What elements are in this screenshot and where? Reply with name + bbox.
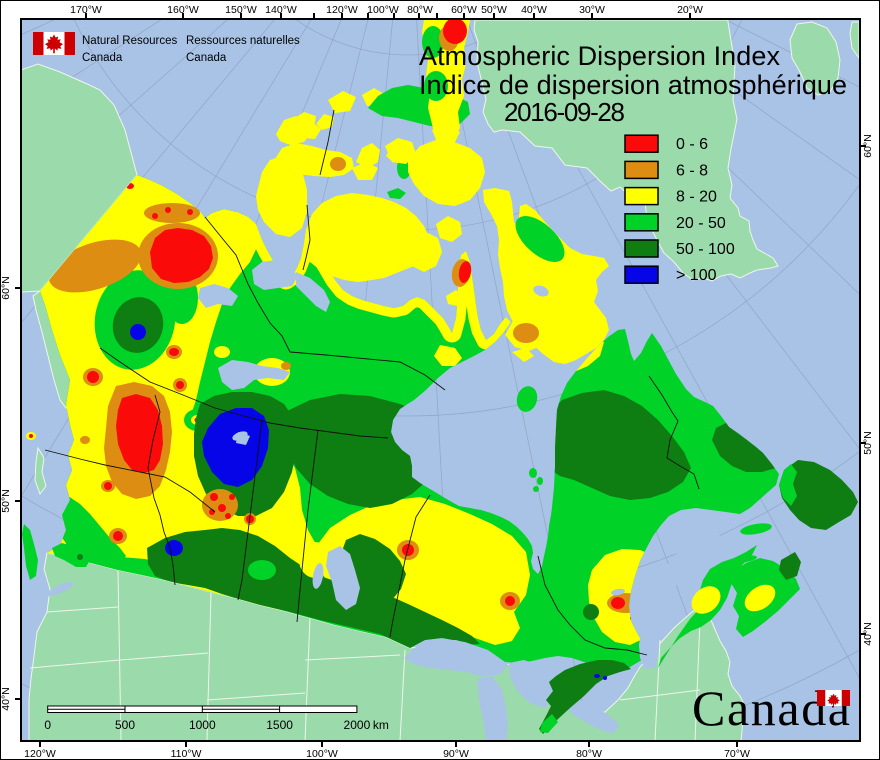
svg-text:50 - 100: 50 - 100	[676, 241, 735, 258]
svg-text:140°W: 140°W	[265, 4, 297, 16]
svg-text:40°W: 40°W	[521, 4, 547, 16]
svg-text:50°N: 50°N	[0, 489, 12, 512]
svg-text:Natural Resources: Natural Resources	[82, 35, 177, 47]
svg-text:60°N: 60°N	[862, 134, 874, 157]
svg-text:20 - 50: 20 - 50	[676, 215, 726, 232]
svg-text:> 100: > 100	[676, 267, 717, 284]
svg-text:40°N: 40°N	[862, 622, 874, 645]
svg-text:Canada: Canada	[692, 680, 850, 736]
svg-text:Atmospheric Dispersion Index: Atmospheric Dispersion Index	[419, 41, 781, 71]
svg-text:30°W: 30°W	[579, 4, 605, 16]
svg-text:80°W: 80°W	[576, 748, 602, 760]
svg-text:160°W: 160°W	[167, 4, 199, 16]
svg-text:100°W: 100°W	[306, 748, 338, 760]
svg-text:60°W: 60°W	[451, 4, 477, 16]
svg-text:2016-09-28: 2016-09-28	[504, 97, 625, 127]
svg-text:20°W: 20°W	[677, 4, 703, 16]
svg-text:km: km	[373, 718, 389, 732]
svg-text:110°W: 110°W	[171, 748, 202, 760]
svg-text:90°W: 90°W	[443, 748, 469, 760]
svg-text:Canada: Canada	[82, 52, 123, 64]
svg-text:0 - 6: 0 - 6	[676, 136, 708, 153]
svg-text:Indice de dispersion atmosphér: Indice de dispersion atmosphérique	[419, 70, 847, 100]
svg-text:0: 0	[44, 718, 51, 732]
svg-text:50°W: 50°W	[481, 4, 507, 16]
svg-text:60°N: 60°N	[0, 276, 12, 299]
svg-text:150°W: 150°W	[225, 4, 257, 16]
svg-text:120°W: 120°W	[24, 748, 56, 760]
svg-text:100°W: 100°W	[367, 4, 399, 16]
svg-text:Canada: Canada	[186, 52, 227, 64]
svg-text:1500: 1500	[266, 718, 293, 732]
svg-text:170°W: 170°W	[70, 4, 102, 16]
svg-text:500: 500	[115, 718, 135, 732]
svg-text:120°W: 120°W	[326, 4, 358, 16]
svg-text:70°W: 70°W	[724, 748, 750, 760]
svg-text:50°N: 50°N	[862, 431, 874, 454]
svg-text:1000: 1000	[189, 718, 216, 732]
svg-text:40°N: 40°N	[0, 687, 12, 710]
svg-text:8 - 20: 8 - 20	[676, 189, 717, 206]
svg-text:2000: 2000	[344, 718, 371, 732]
svg-text:Ressources naturelles: Ressources naturelles	[186, 35, 300, 47]
svg-text:80°W: 80°W	[407, 4, 433, 16]
svg-text:6 - 8: 6 - 8	[676, 162, 708, 179]
